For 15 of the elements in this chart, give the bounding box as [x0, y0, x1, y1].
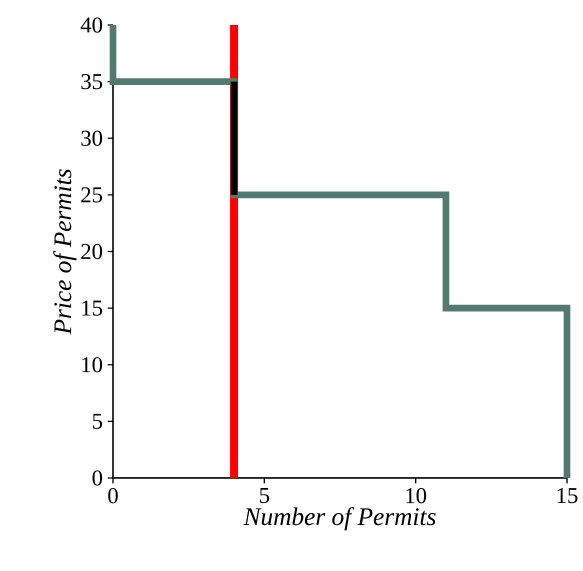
y-tick-label: 25	[81, 187, 102, 202]
y-axis-title: Price of Permits	[53, 169, 76, 335]
y-tick-label: 0	[92, 470, 102, 486]
y-tick-label: 30	[81, 130, 102, 146]
y-tick-label: 40	[80, 17, 102, 33]
x-tick-label: 0	[108, 488, 118, 504]
x-tick-label: 10	[406, 488, 426, 504]
x-axis-title: Number of Permits	[243, 507, 436, 530]
y-tick-label: 15	[82, 300, 102, 316]
y-tick-label: 35	[81, 74, 102, 90]
y-tick-label: 10	[82, 357, 102, 372]
x-tick-label: 15	[558, 488, 578, 504]
y-tick-label: 5	[92, 414, 102, 429]
x-tick-label: 5	[260, 488, 270, 504]
y-tick-label: 20	[81, 244, 102, 260]
